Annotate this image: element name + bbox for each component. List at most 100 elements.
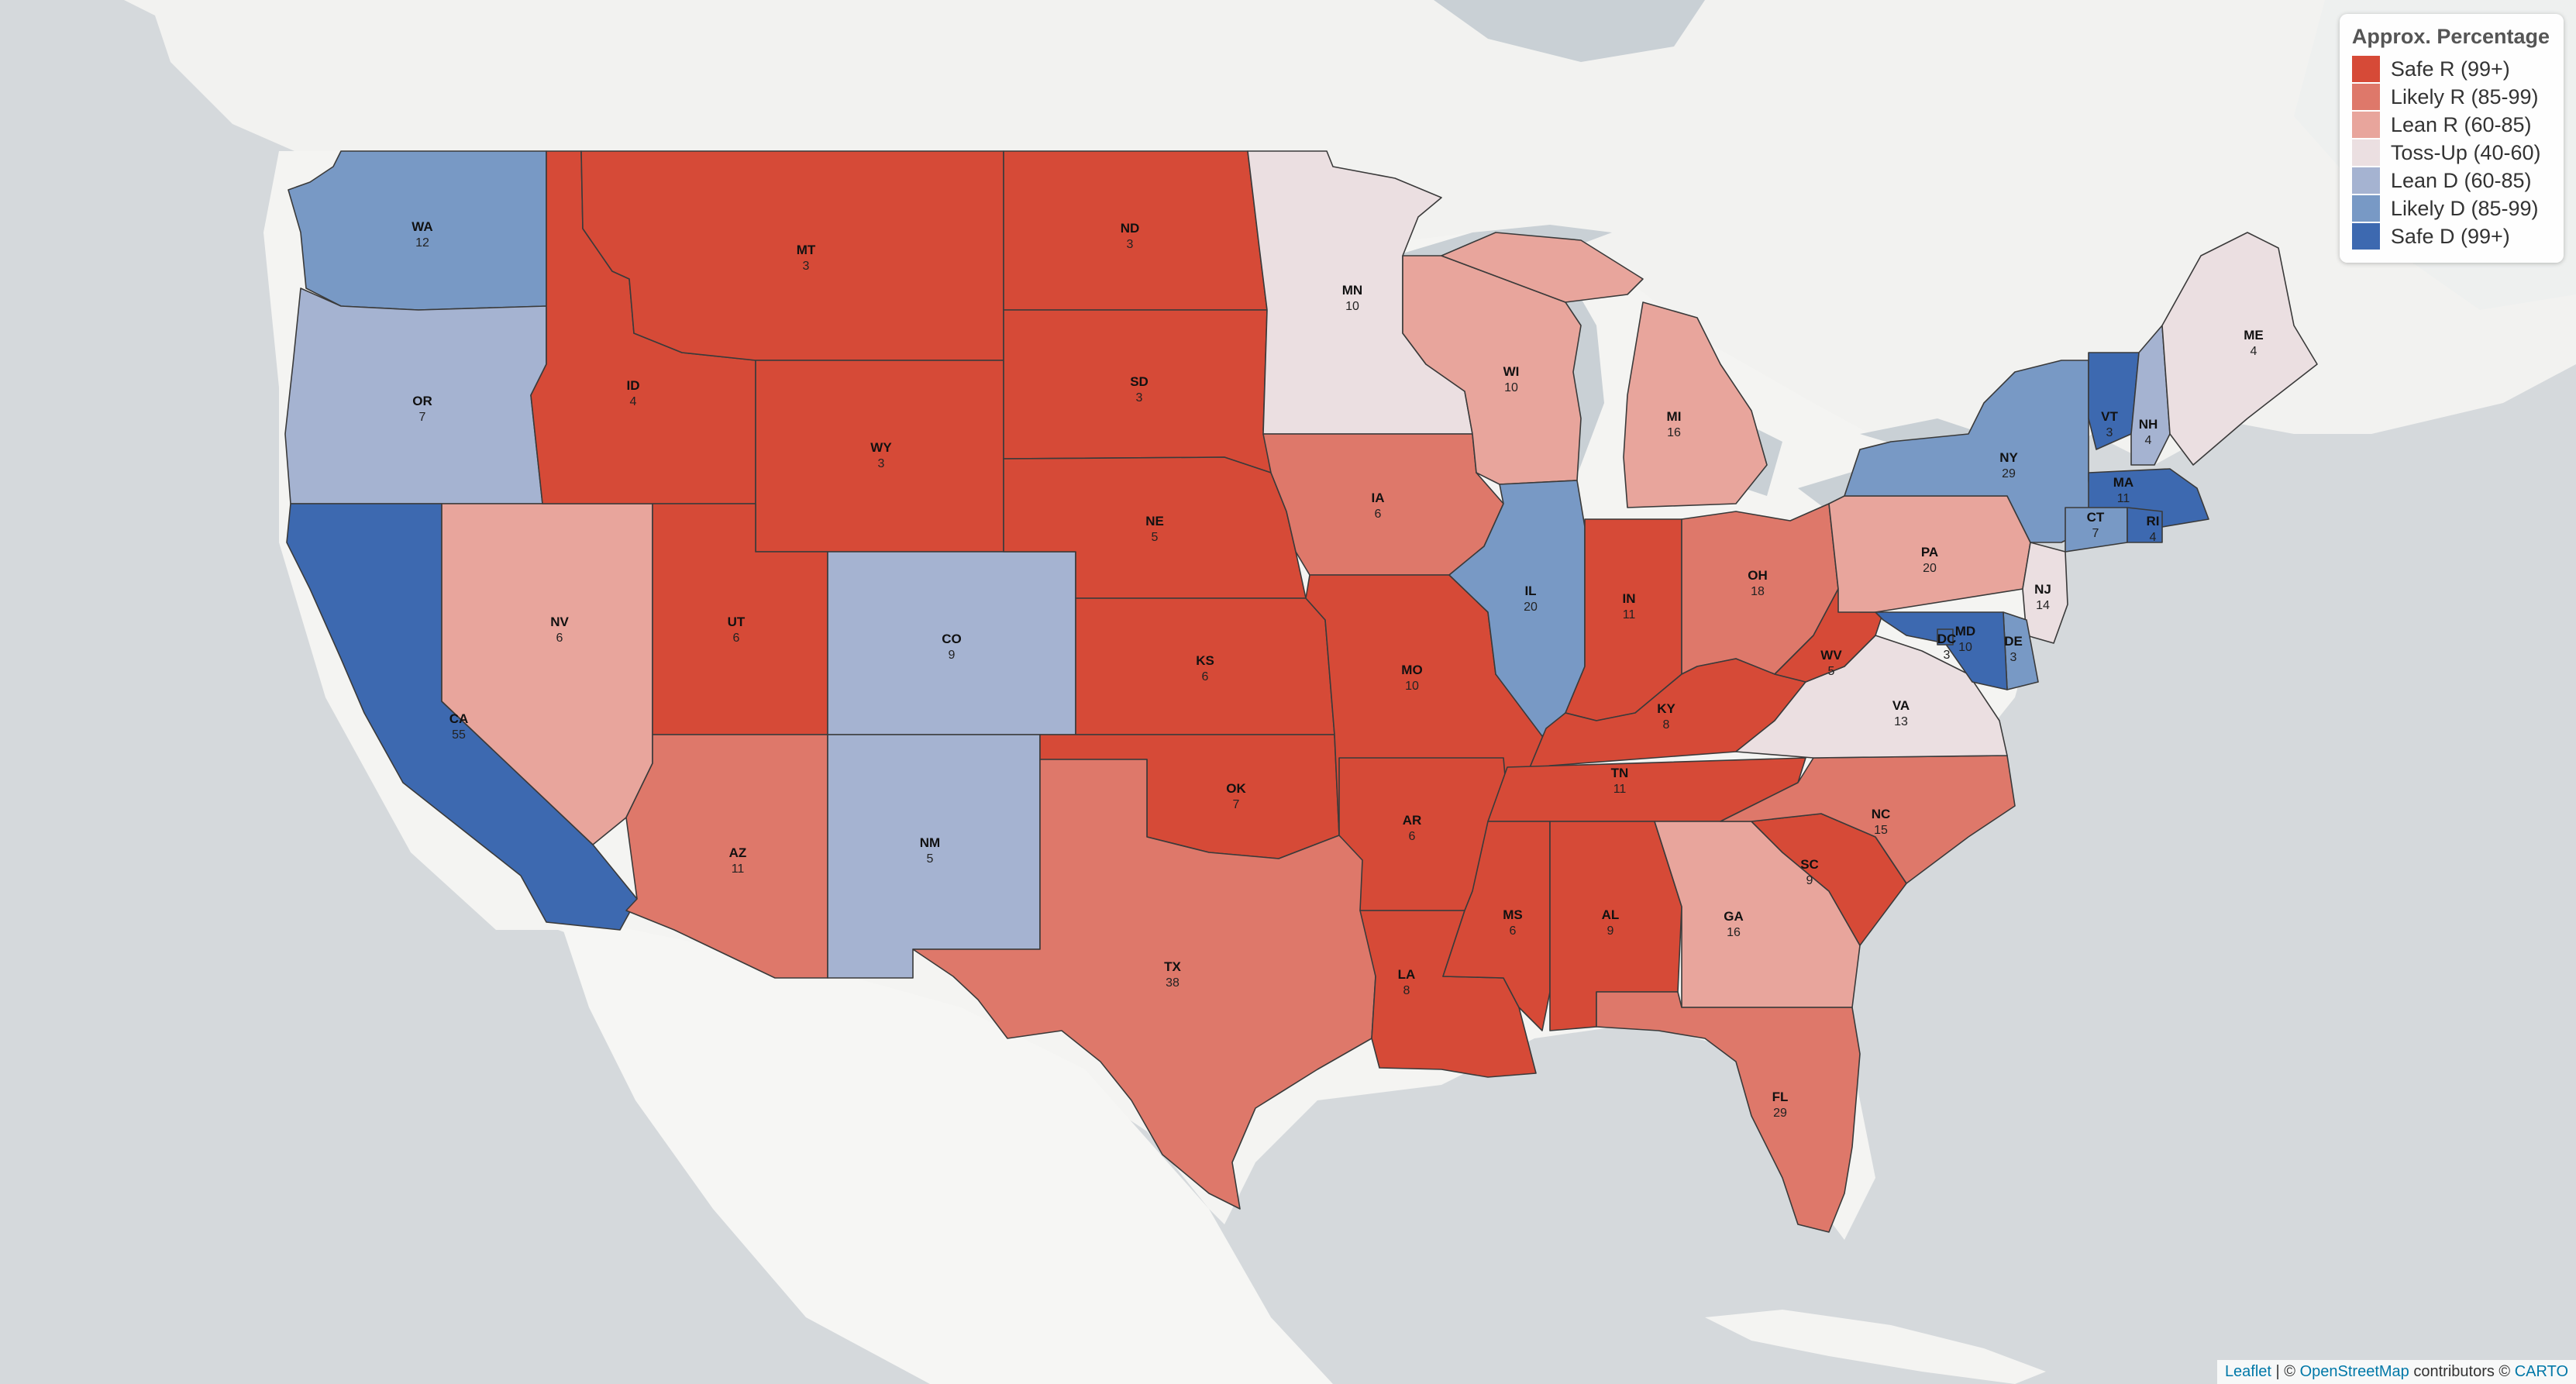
- state-ev-label: 20: [1923, 562, 1937, 575]
- state-abbr-label: NM: [920, 835, 940, 850]
- state-wy[interactable]: [755, 360, 1004, 553]
- state-abbr-label: ID: [627, 378, 640, 393]
- state-nm[interactable]: [827, 734, 1041, 979]
- legend-panel: Approx. Percentage Safe R (99+) Likely R …: [2339, 14, 2564, 263]
- state-il[interactable]: [1448, 480, 1586, 737]
- state-va[interactable]: [1735, 635, 2008, 759]
- state-ev-label: 3: [1127, 238, 1134, 251]
- state-abbr-label: IN: [1623, 591, 1636, 606]
- state-vt[interactable]: [2088, 352, 2140, 450]
- state-abbr-label: ND: [1121, 221, 1140, 236]
- state-ev-label: 3: [803, 260, 810, 273]
- state-ev-label: 6: [733, 632, 740, 645]
- state-abbr-label: OR: [412, 394, 432, 408]
- state-ev-label: 14: [2036, 599, 2050, 612]
- carto-link[interactable]: CARTO: [2514, 1363, 2568, 1380]
- state-nc[interactable]: [1720, 755, 2016, 884]
- state-ev-label: 16: [1667, 426, 1681, 439]
- state-ev-label: 38: [1166, 976, 1180, 990]
- legend-swatch: [2351, 139, 2380, 166]
- state-tx[interactable]: [912, 759, 1376, 1210]
- leaflet-link[interactable]: Leaflet: [2224, 1363, 2271, 1380]
- state-ev-label: 13: [1894, 715, 1908, 728]
- state-abbr-label: CT: [2087, 510, 2105, 525]
- legend-item: Toss-Up (40-60): [2351, 139, 2550, 167]
- state-ev-label: 8: [1403, 984, 1410, 997]
- legend-item: Lean D (60-85): [2351, 167, 2550, 195]
- legend-label: Toss-Up (40-60): [2390, 140, 2541, 164]
- states-layer: [284, 150, 2318, 1233]
- state-abbr-label: VT: [2101, 409, 2118, 424]
- legend-swatch: [2351, 195, 2380, 222]
- state-abbr-label: FL: [1772, 1090, 1789, 1104]
- state-ev-label: 3: [2010, 651, 2017, 664]
- state-abbr-label: WY: [870, 440, 892, 455]
- state-abbr-label: NE: [1145, 514, 1164, 528]
- state-abbr-label: VA: [1892, 698, 1910, 713]
- legend-swatch: [2351, 56, 2380, 82]
- state-abbr-label: SD: [1130, 374, 1149, 389]
- legend-item: Likely R (85-99): [2351, 83, 2550, 111]
- state-abbr-label: AL: [1602, 907, 1620, 922]
- state-ev-label: 10: [1405, 680, 1419, 693]
- state-abbr-label: CA: [449, 711, 469, 726]
- legend-label: Likely D (85-99): [2390, 196, 2539, 220]
- state-ny[interactable]: [1844, 360, 2093, 543]
- state-ne[interactable]: [1003, 456, 1307, 599]
- state-abbr-label: UT: [728, 615, 746, 629]
- state-abbr-label: NJ: [2034, 582, 2051, 597]
- legend-item: Lean R (60-85): [2351, 111, 2550, 139]
- state-ev-label: 6: [556, 632, 563, 645]
- state-ev-label: 5: [1828, 665, 1835, 678]
- state-mi[interactable]: [1441, 232, 1768, 508]
- state-ev-label: 15: [1874, 824, 1888, 837]
- state-abbr-label: LA: [1398, 967, 1416, 982]
- cuba-island: [1705, 1310, 2046, 1384]
- legend-label: Likely R (85-99): [2390, 84, 2539, 108]
- canada-landmass: [124, 0, 2576, 496]
- state-abbr-label: IL: [1524, 584, 1536, 598]
- state-ev-label: 55: [452, 728, 466, 742]
- state-abbr-label: OK: [1226, 781, 1246, 796]
- legend-swatch: [2351, 84, 2380, 110]
- state-abbr-label: TN: [1611, 766, 1629, 780]
- legend-item: Safe R (99+): [2351, 55, 2550, 83]
- state-md[interactable]: [1875, 611, 2008, 690]
- state-ev-label: 11: [732, 862, 745, 876]
- state-abbr-label: MD: [1955, 624, 1975, 639]
- state-abbr-label: DC: [1937, 632, 1957, 646]
- state-abbr-label: MN: [1342, 283, 1362, 298]
- state-ev-label: 5: [1152, 531, 1159, 544]
- state-ev-label: 16: [1727, 926, 1741, 939]
- osm-link[interactable]: OpenStreetMap: [2299, 1363, 2409, 1380]
- legend-label: Lean D (60-85): [2390, 168, 2532, 192]
- state-ev-label: 4: [2145, 434, 2152, 447]
- state-ev-label: 6: [1510, 924, 1517, 938]
- legend-label: Lean R (60-85): [2390, 112, 2532, 136]
- state-ev-label: 10: [1345, 300, 1359, 313]
- state-fl[interactable]: [1596, 991, 1861, 1233]
- labels-layer: WA12OR7CA55NV6ID4MT3WY3UT6AZ11CO9NM5ND3S…: [412, 219, 2263, 1120]
- state-ri[interactable]: [2127, 507, 2163, 543]
- state-abbr-label: WI: [1503, 364, 1520, 379]
- state-dc[interactable]: [1937, 628, 1954, 646]
- legend-item: Likely D (85-99): [2351, 195, 2550, 222]
- legend-label: Safe R (99+): [2390, 57, 2510, 81]
- state-nj[interactable]: [2022, 542, 2068, 644]
- state-me[interactable]: [2161, 232, 2318, 466]
- state-abbr-label: TX: [1164, 959, 1181, 974]
- state-abbr-label: AR: [1403, 813, 1422, 828]
- state-ev-label: 8: [1663, 718, 1670, 732]
- state-mt[interactable]: [580, 150, 1004, 361]
- state-ev-label: 5: [927, 852, 934, 866]
- legend-swatch: [2351, 167, 2380, 194]
- state-abbr-label: IA: [1372, 491, 1385, 505]
- state-abbr-label: NV: [550, 615, 569, 629]
- state-ev-label: 3: [1944, 649, 1951, 662]
- state-abbr-label: MA: [2113, 475, 2133, 490]
- state-ev-label: 7: [419, 411, 426, 424]
- state-abbr-label: KS: [1196, 653, 1214, 668]
- state-abbr-label: ME: [2244, 328, 2264, 343]
